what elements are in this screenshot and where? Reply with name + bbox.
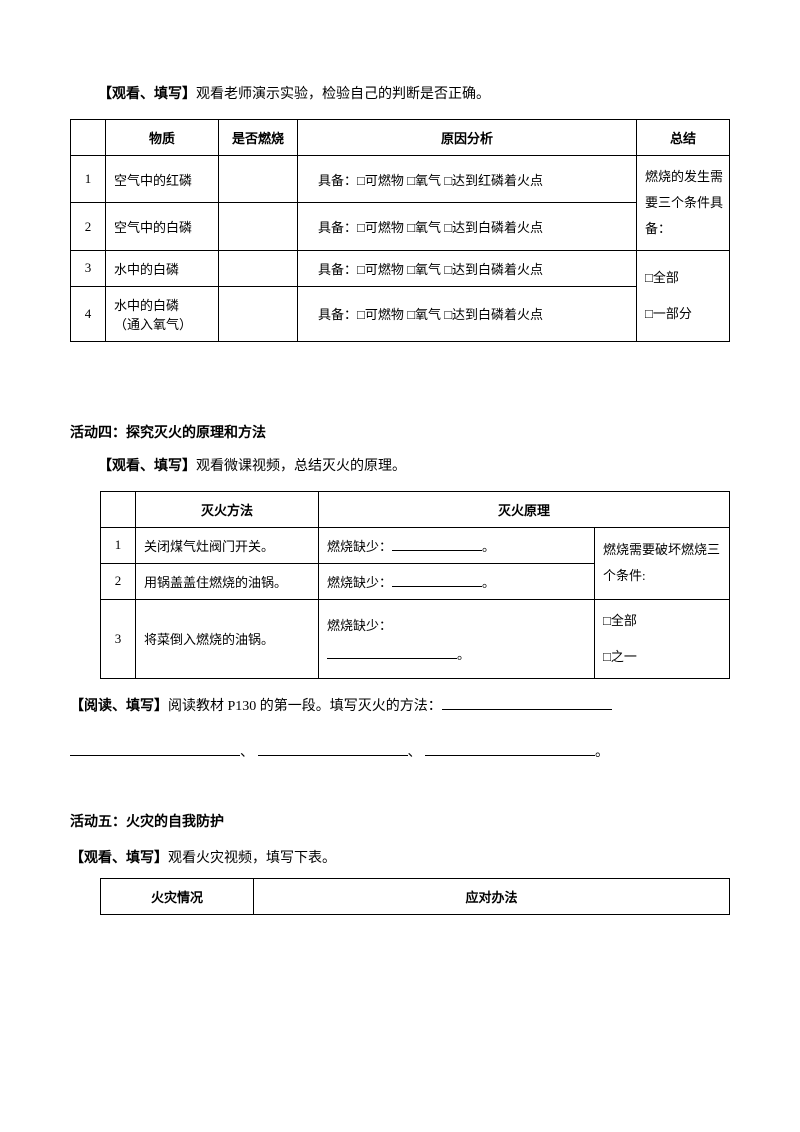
table1-header-row: 物质 是否燃烧 原因分析 总结 [71,119,730,155]
t2-summary-opts[interactable]: □全部 □之一 [595,599,730,678]
t1-h2: 是否燃烧 [219,119,298,155]
blank-line[interactable] [70,741,240,756]
blank-line[interactable] [442,695,612,710]
blank-line[interactable] [392,537,482,551]
t2-r3-prefix: 燃烧缺少： [327,618,392,633]
t1-r3-substance: 水中的白磷 [106,250,219,286]
t2-r2-prefix: 燃烧缺少： [327,575,392,590]
t3-h0: 火灾情况 [101,878,254,914]
sep2: 、 [408,745,422,760]
t2-r1-prefix: 燃烧缺少： [327,539,392,554]
read-fill-tag: 【阅读、填写】 [70,699,168,714]
t1-r2-substance: 空气中的白磷 [106,203,219,251]
table-row: 3 水中的白磷 具备：□可燃物 □氧气 □达到白磷着火点 □全部 □一部分 [71,250,730,286]
t2-r3-suffix: 。 [457,647,470,662]
t1-r2-burn[interactable] [219,203,298,251]
t3-h1: 应对办法 [254,878,730,914]
table3: 火灾情况 应对办法 [100,878,730,915]
t2-r2-suffix: 。 [482,575,495,590]
activity5-tag: 【观看、填写】 [70,851,168,866]
t2-r3-n: 3 [101,599,136,678]
sep1: 、 [240,745,254,760]
blank-line[interactable] [258,741,408,756]
table-row: 2 空气中的白磷 具备：□可燃物 □氧气 □达到白磷着火点 [71,203,730,251]
t2-r3-method: 将菜倒入燃烧的油锅。 [136,599,319,678]
t1-r1-substance: 空气中的红磷 [106,155,219,203]
t2-r1-principle[interactable]: 燃烧缺少： 。 [319,527,595,563]
t2-r1-suffix: 。 [482,539,495,554]
t1-opt1[interactable]: □全部 [645,265,723,291]
intro1: 【观看、填写】观看老师演示实验，检验自己的判断是否正确。 [70,80,730,111]
table-row: 4 水中的白磷 （通入氧气） 具备：□可燃物 □氧气 □达到白磷着火点 [71,286,730,341]
blank-line[interactable] [327,645,457,659]
t1-summary-top: 燃烧的发生需要三个条件具备： [637,155,730,250]
t2-h0 [101,491,136,527]
t1-h0 [71,119,106,155]
blank-line[interactable] [392,573,482,587]
t1-r3-burn[interactable] [219,250,298,286]
activity4-instr: 【观看、填写】观看微课视频，总结灭火的原理。 [70,452,730,483]
spacer [70,771,730,811]
t1-r1-analysis[interactable]: 具备：□可燃物 □氧气 □达到红磷着火点 [298,155,637,203]
t1-h1: 物质 [106,119,219,155]
intro1-text: 观看老师演示实验，检验自己的判断是否正确。 [196,87,490,102]
t1-opt2[interactable]: □一部分 [645,301,723,327]
table2-header-row: 灭火方法 灭火原理 [101,491,730,527]
activity4-tag: 【观看、填写】 [98,459,196,474]
t1-r4-n: 4 [71,286,106,341]
table2: 灭火方法 灭火原理 1 关闭煤气灶阀门开关。 燃烧缺少： 。 燃烧需要破坏燃烧三个… [100,491,730,679]
t1-r4-analysis[interactable]: 具备：□可燃物 □氧气 □达到白磷着火点 [298,286,637,341]
t1-r4-burn[interactable] [219,286,298,341]
t2-h2: 灭火原理 [319,491,730,527]
table-row: 3 将菜倒入燃烧的油锅。 燃烧缺少： 。 □全部 □之一 [101,599,730,678]
t1-r2-analysis[interactable]: 具备：□可燃物 □氧气 □达到白磷着火点 [298,203,637,251]
t1-r1-burn[interactable] [219,155,298,203]
t2-r3-principle[interactable]: 燃烧缺少： 。 [319,599,595,678]
activity5-title: 活动五：火灾的自我防护 [70,811,730,831]
t2-opt1[interactable]: □全部 [603,608,723,634]
activity4-title: 活动四：探究灭火的原理和方法 [70,422,730,442]
activity4-text: 观看微课视频，总结灭火的原理。 [196,459,406,474]
t1-r1-n: 1 [71,155,106,203]
activity5-text: 观看火灾视频，填写下表。 [168,851,336,866]
read-fill-line2: 、 、 。 [70,735,730,771]
t2-r2-n: 2 [101,563,136,599]
t1-h3: 原因分析 [298,119,637,155]
t1-r3-analysis[interactable]: 具备：□可燃物 □氧气 □达到白磷着火点 [298,250,637,286]
t2-r2-principle[interactable]: 燃烧缺少： 。 [319,563,595,599]
spacer [70,342,730,422]
t2-r1-n: 1 [101,527,136,563]
read-fill-line1: 【阅读、填写】阅读教材 P130 的第一段。填写灭火的方法： [70,689,730,725]
intro1-tag: 【观看、填写】 [98,87,196,102]
t1-r4-substance: 水中的白磷 （通入氧气） [106,286,219,341]
table3-header-row: 火灾情况 应对办法 [101,878,730,914]
t2-r2-method: 用锅盖盖住燃烧的油锅。 [136,563,319,599]
t1-r3-n: 3 [71,250,106,286]
page-root: 【观看、填写】观看老师演示实验，检验自己的判断是否正确。 物质 是否燃烧 原因分… [0,0,800,975]
table-row: 1 关闭煤气灶阀门开关。 燃烧缺少：。 燃烧需要破坏燃烧三个条件: [101,527,730,563]
t2-opt2[interactable]: □之一 [603,644,723,670]
read-fill-text: 阅读教材 P130 的第一段。填写灭火的方法： [168,699,442,714]
t1-r2-n: 2 [71,203,106,251]
t2-r1-method: 关闭煤气灶阀门开关。 [136,527,319,563]
blank-line[interactable] [425,741,595,756]
sep3: 。 [595,745,609,760]
t1-summary-opts[interactable]: □全部 □一部分 [637,250,730,341]
table1: 物质 是否燃烧 原因分析 总结 1 空气中的红磷 具备：□可燃物 □氧气 □达到… [70,119,730,342]
t2-summary-top: 燃烧需要破坏燃烧三个条件: [595,527,730,599]
activity5-instr: 【观看、填写】观看火灾视频，填写下表。 [70,841,730,877]
table-row: 1 空气中的红磷 具备：□可燃物 □氧气 □达到红磷着火点 燃烧的发生需要三个条… [71,155,730,203]
t1-h4: 总结 [637,119,730,155]
t2-h1: 灭火方法 [136,491,319,527]
